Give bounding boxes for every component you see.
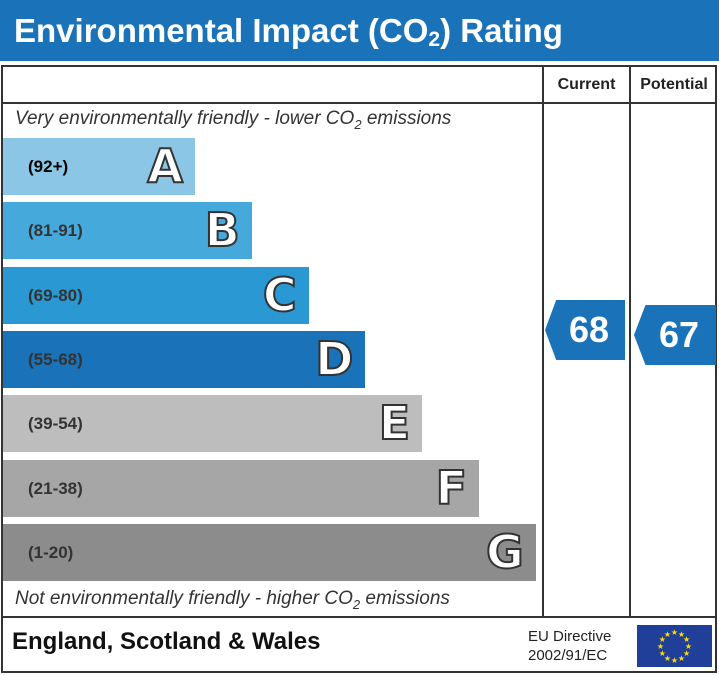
rating-letter: F	[435, 460, 468, 516]
star-icon: ★	[678, 654, 685, 663]
column-header-potential: Potential	[640, 76, 708, 93]
region-label: England, Scotland & Wales	[12, 628, 321, 655]
star-icon: ★	[664, 630, 671, 639]
star-icon: ★	[685, 642, 692, 651]
star-icon: ★	[678, 630, 685, 639]
column-divider	[629, 65, 631, 618]
rating-range: (81-91)	[28, 221, 83, 241]
top-note: Very environmentally friendly - lower CO…	[15, 108, 452, 132]
rating-bar-f: (21-38) F	[3, 459, 479, 517]
rating-letter: D	[314, 331, 354, 387]
eu-flag-icon: ★ ★ ★ ★ ★ ★ ★ ★ ★ ★ ★ ★	[637, 625, 712, 667]
rating-bar-d: (55-68) D	[3, 330, 366, 388]
footer-divider	[1, 616, 717, 618]
star-icon: ★	[671, 628, 678, 637]
rating-letter: E	[378, 395, 411, 451]
rating-range: (1-20)	[28, 542, 74, 562]
star-icon: ★	[671, 656, 678, 665]
star-icon: ★	[659, 635, 666, 644]
rating-letter: A	[146, 138, 184, 194]
star-icon: ★	[683, 649, 690, 658]
column-header-current: Current	[557, 76, 616, 93]
rating-range: (92+)	[28, 157, 69, 176]
star-icon: ★	[659, 649, 666, 658]
current-rating-arrow: 68	[545, 300, 625, 360]
chart-title: Environmental Impact (CO2) Rating	[0, 0, 719, 61]
rating-range: (69-80)	[28, 285, 83, 305]
rating-letter: G	[485, 524, 525, 580]
header-divider	[1, 102, 717, 104]
chart-frame	[1, 65, 717, 673]
potential-rating-arrow: 67	[634, 305, 716, 365]
rating-bar-g: (1-20) G	[3, 523, 536, 581]
star-icon: ★	[664, 654, 671, 663]
eu-directive: EU Directive 2002/91/EC	[528, 628, 612, 664]
rating-range: (39-54)	[28, 414, 83, 434]
column-divider	[542, 65, 544, 618]
rating-bar-e: (39-54) E	[3, 395, 423, 453]
rating-range: (55-68)	[28, 349, 83, 369]
rating-letter: C	[262, 267, 298, 323]
rating-range: (21-38)	[28, 478, 83, 498]
star-icon: ★	[683, 635, 690, 644]
rating-bar-a: (92+) A	[3, 138, 195, 195]
rating-bar-c: (69-80) C	[3, 266, 309, 324]
bottom-note: Not environmentally friendly - higher CO…	[15, 588, 450, 612]
rating-bar-b: (81-91) B	[3, 202, 252, 260]
star-icon: ★	[657, 642, 664, 651]
rating-letter: B	[204, 202, 241, 258]
